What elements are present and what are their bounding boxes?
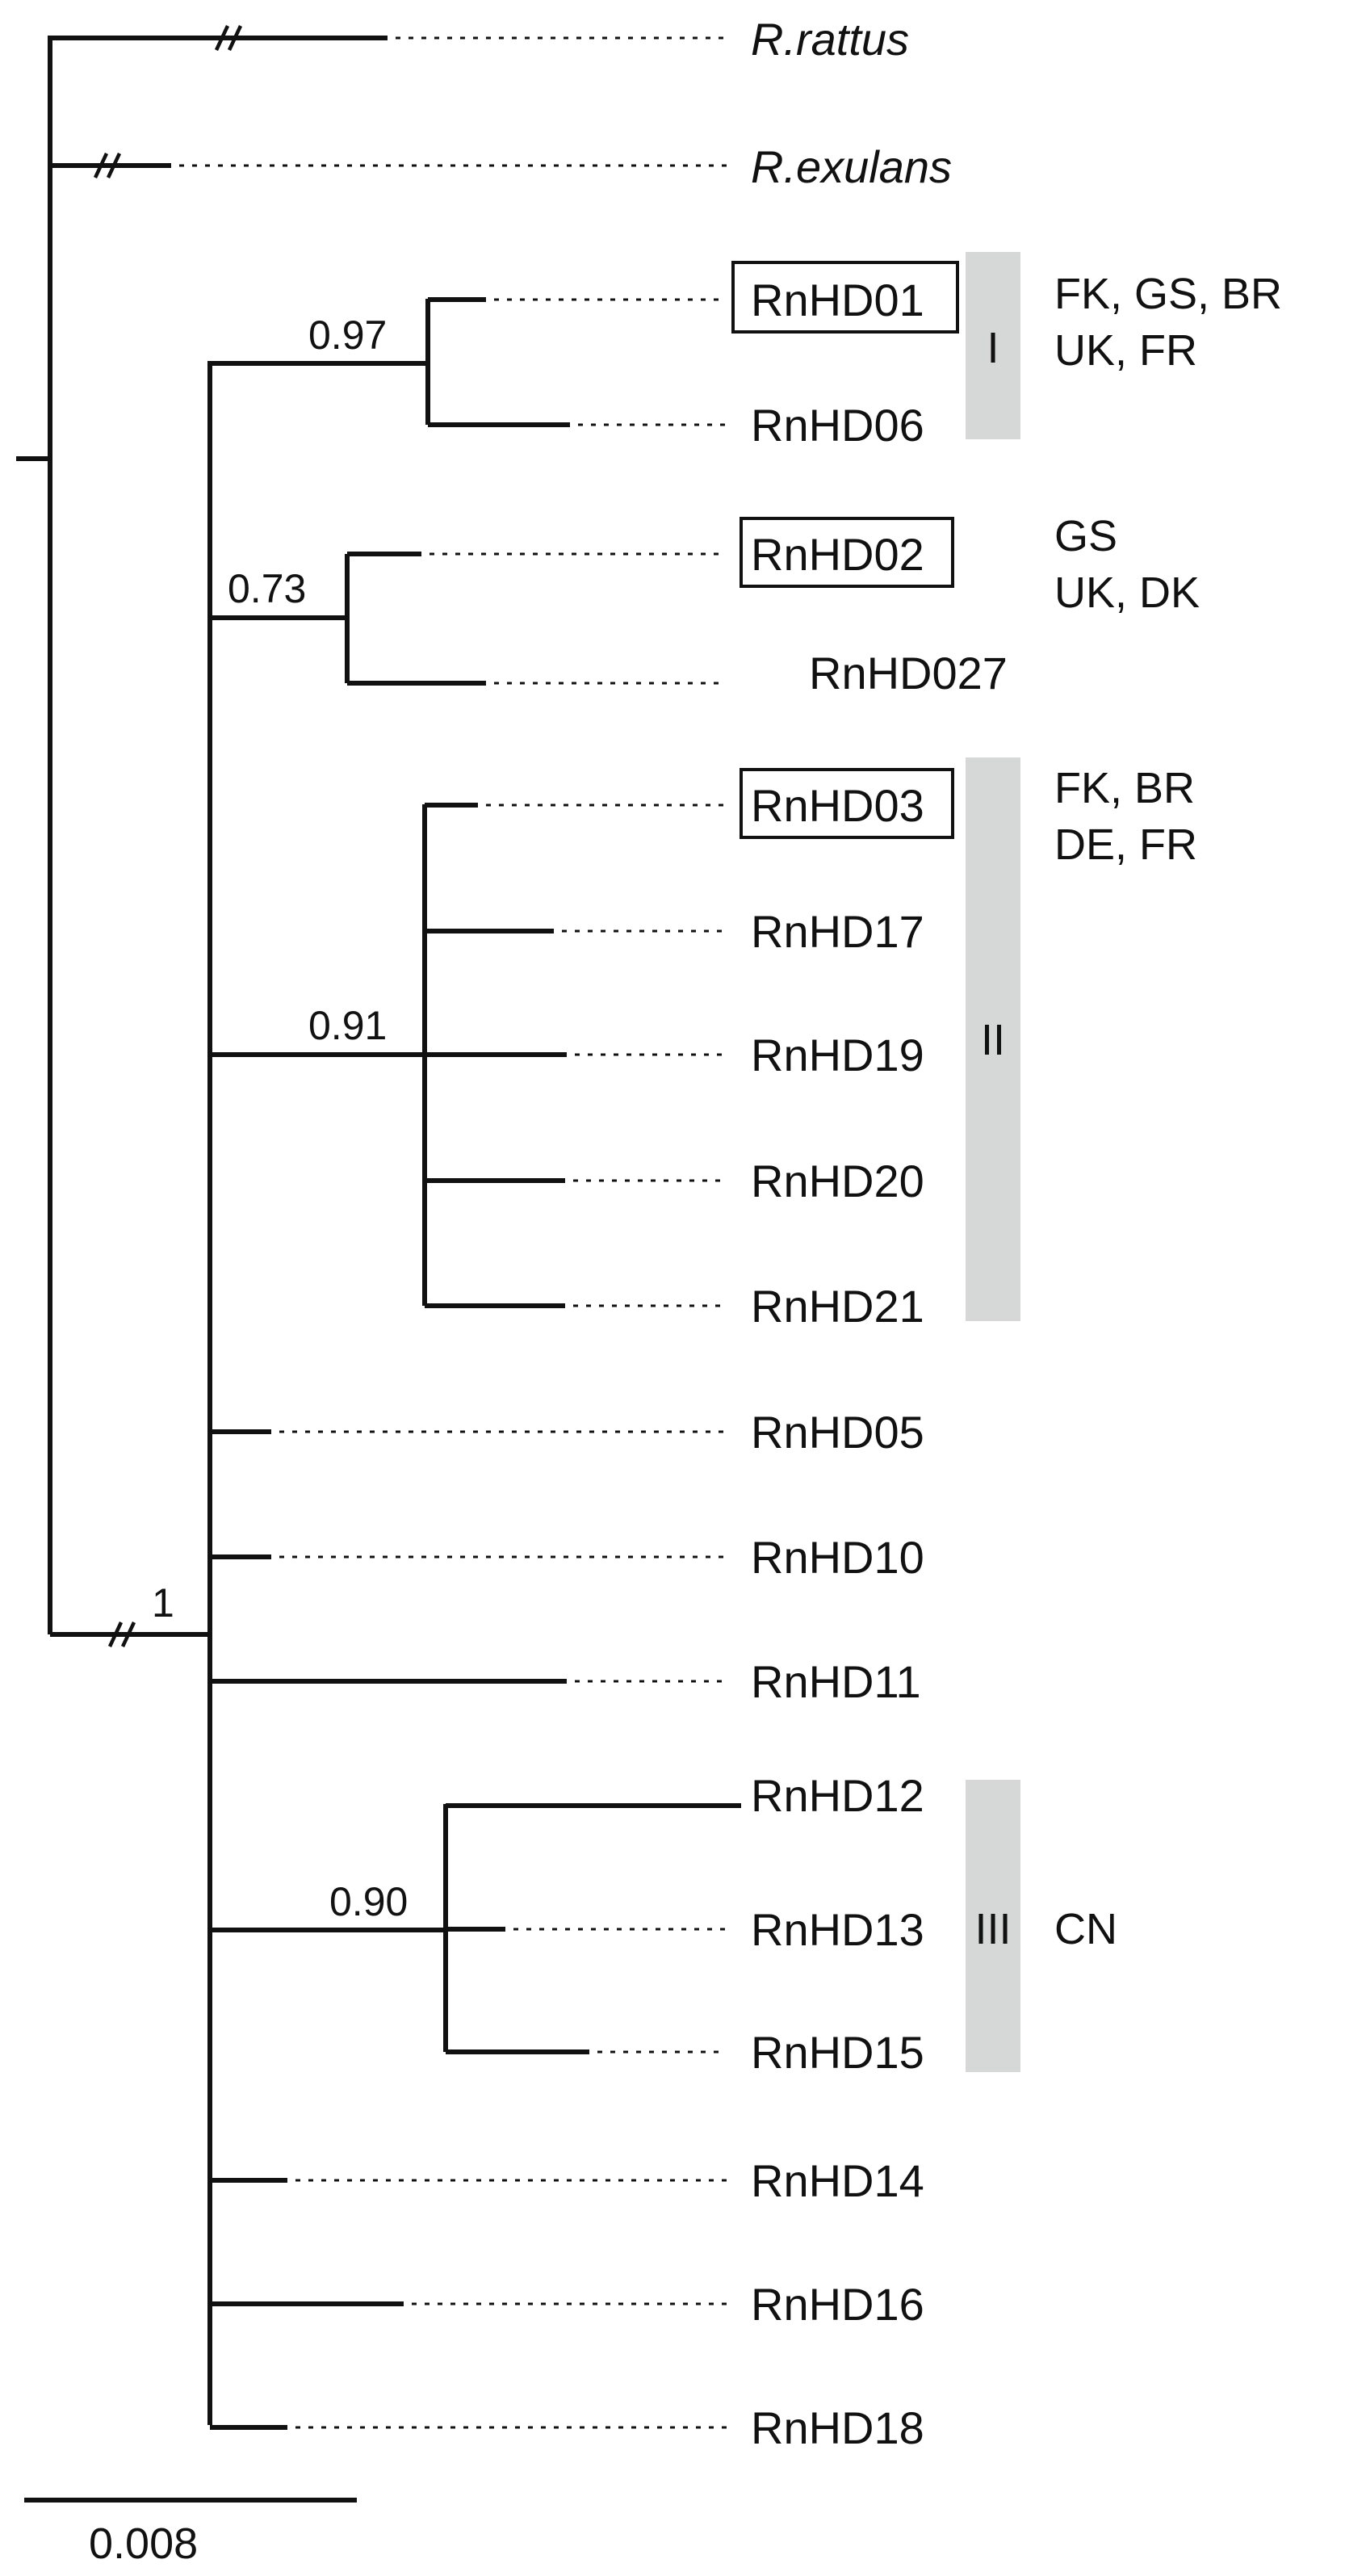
tip-label-RnHD17: RnHD17 — [751, 906, 924, 957]
clade-label-III: III — [974, 1905, 1011, 1953]
clade-label-I: I — [987, 324, 999, 372]
clade-bar-I — [966, 252, 1020, 439]
tip-label-RnHD12: RnHD12 — [751, 1770, 924, 1821]
clade-III-locations-line1: CN — [1054, 1905, 1117, 1953]
clade-label-II: II — [981, 1016, 1005, 1064]
clade-RnHD02-locations-line1: GS — [1054, 512, 1117, 560]
clade-II-locations-line1: FK, BR — [1054, 764, 1195, 812]
tip-label-RnHD027: RnHD027 — [809, 648, 1008, 699]
support-value-clade-I: 0.97 — [308, 313, 387, 358]
break-exulans-icon — [93, 153, 122, 178]
tip-label-exulans: R.exulans — [751, 141, 952, 192]
tip-label-RnHD01: RnHD01 — [751, 275, 924, 325]
clade-I-branches — [210, 297, 727, 427]
tip-label-RnHD11: RnHD11 — [751, 1656, 921, 1707]
highlight-box-RnHD01 — [731, 261, 959, 334]
tip-label-RnHD18: RnHD18 — [751, 2402, 924, 2453]
support-value-root: 1 — [152, 1580, 174, 1626]
tip-label-RnHD06: RnHD06 — [751, 400, 924, 451]
tip-label-RnHD03: RnHD03 — [751, 780, 924, 831]
tip-label-RnHD05: RnHD05 — [751, 1407, 924, 1458]
highlight-box-RnHD02 — [740, 517, 954, 588]
clade-bar-III — [966, 1780, 1020, 2072]
clade-II-locations-line2: DE, FR — [1054, 820, 1197, 869]
clade-bar-II — [966, 757, 1020, 1321]
tip-label-RnHD15: RnHD15 — [751, 2027, 924, 2078]
scale-bar-label: 0.008 — [89, 2519, 198, 2568]
clade-I-locations-line2: UK, FR — [1054, 326, 1197, 375]
tip-label-rattus: R.rattus — [751, 14, 909, 65]
tip-label-RnHD14: RnHD14 — [751, 2155, 924, 2206]
tip-label-RnHD21: RnHD21 — [751, 1281, 924, 1332]
tip-label-RnHD16: RnHD16 — [751, 2279, 924, 2330]
clade-RnHD02-locations-line2: UK, DK — [1054, 568, 1200, 617]
break-rattus-icon — [214, 25, 243, 51]
backbone-tips — [210, 1429, 727, 2430]
clade-I-locations-line1: FK, GS, BR — [1054, 270, 1282, 318]
tip-label-RnHD19: RnHD19 — [751, 1030, 924, 1080]
support-value-clade-RnHD02: 0.73 — [228, 566, 306, 611]
clade-RnHD02-branches — [210, 552, 727, 686]
tip-label-RnHD02: RnHD02 — [751, 529, 924, 580]
highlight-box-RnHD03 — [740, 768, 954, 839]
break-ingroup-icon — [107, 1622, 136, 1647]
tip-label-RnHD13: RnHD13 — [751, 1904, 924, 1955]
clade-II-branches — [210, 803, 727, 1308]
tip-label-RnHD20: RnHD20 — [751, 1156, 924, 1206]
tip-label-RnHD10: RnHD10 — [751, 1532, 924, 1583]
support-value-clade-III: 0.90 — [329, 1879, 408, 1924]
support-value-clade-II: 0.91 — [308, 1003, 387, 1048]
clade-III-branches — [210, 1803, 741, 2054]
root-branches — [16, 25, 727, 1647]
